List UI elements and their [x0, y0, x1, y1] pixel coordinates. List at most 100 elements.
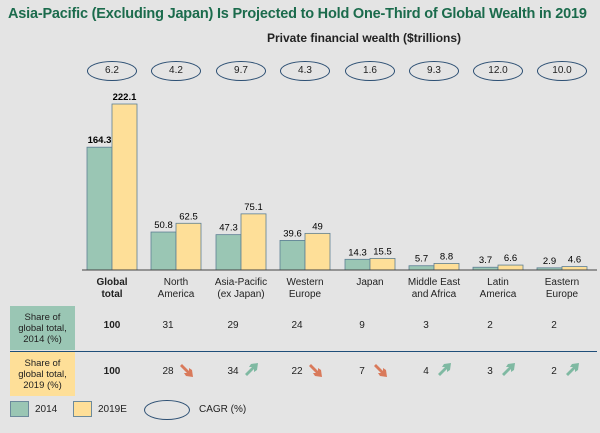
arrow-down-right-icon	[180, 364, 193, 377]
share-value: 28	[162, 366, 174, 377]
category-label: Latin America	[458, 277, 538, 301]
bar-2019e	[369, 258, 396, 271]
row-header-2014: Share of global total, 2014 (%)	[10, 306, 75, 350]
bar-2014	[344, 258, 371, 271]
bar-2019e	[433, 263, 460, 271]
bar-value-label: 14.3	[348, 247, 367, 258]
share-value: 3	[487, 366, 493, 377]
category-label-line: and Africa	[411, 289, 457, 300]
cagr-ellipse: 9.3	[409, 61, 459, 81]
arrow-down-right-icon	[374, 364, 387, 377]
bar-value-label: 6.6	[504, 253, 517, 264]
row-label-line: Share of	[24, 311, 61, 323]
share-value: 24	[291, 320, 303, 331]
bar-2014	[150, 231, 177, 271]
legend-label-2019e: 2019E	[98, 404, 127, 415]
category-label-line: Europe	[545, 289, 579, 300]
bar-value-label: 222.1	[113, 92, 137, 103]
arrow-up-right-icon	[566, 363, 579, 376]
legend-ellipse-cagr	[144, 400, 190, 420]
share-value: 2	[551, 320, 557, 331]
row-header-2019: Share of global total, 2019 (%)	[10, 352, 75, 396]
category-label-line: Middle East	[407, 277, 461, 288]
category-label-line: Eastern	[544, 277, 580, 288]
share-value: 2	[551, 366, 557, 377]
category-label-line: North	[163, 277, 189, 288]
category-label: Global total	[72, 277, 152, 301]
share-value: 2	[487, 320, 493, 331]
category-label: Middle East and Africa	[394, 277, 474, 301]
bar-2014	[279, 240, 306, 271]
category-label-line: Asia-Pacific	[214, 277, 268, 288]
row-label-line: Share of	[24, 357, 61, 369]
cagr-ellipse: 12.0	[473, 61, 523, 81]
chart-subtitle: Private financial wealth ($trillions)	[266, 31, 462, 45]
category-label: Eastern Europe	[522, 277, 600, 301]
bar-value-label: 15.5	[373, 246, 392, 257]
bar-2014	[215, 234, 242, 271]
category-label-line: America	[479, 289, 517, 300]
row-label-line: 2014 (%)	[23, 333, 62, 345]
bar-value-label: 62.5	[179, 211, 198, 222]
share-value: 9	[359, 320, 365, 331]
legend-swatch-2019e	[73, 401, 92, 417]
share-value: 34	[227, 366, 239, 377]
cagr-ellipse: 10.0	[537, 61, 587, 81]
bar-2014	[408, 265, 435, 271]
category-label-line: Global	[96, 277, 128, 288]
bar-value-label: 50.8	[154, 220, 173, 231]
bar-value-label: 3.7	[479, 255, 492, 266]
arrow-up-right-icon	[438, 363, 451, 376]
category-label-line: Western	[286, 277, 324, 288]
chart-title: Asia-Pacific (Excluding Japan) Is Projec…	[8, 6, 587, 22]
category-label: Western Europe	[265, 277, 345, 301]
cagr-ellipse: 4.2	[151, 61, 201, 81]
arrow-up-right-icon	[245, 363, 258, 376]
cagr-ellipse: 4.3	[280, 61, 330, 81]
category-label-line: America	[157, 289, 195, 300]
category-label-line: (ex Japan)	[217, 289, 265, 300]
bar-value-label: 2.9	[543, 256, 556, 267]
legend-swatch-2014	[10, 401, 29, 417]
bar-2019e	[175, 222, 202, 271]
row-label-line: global total,	[18, 322, 67, 334]
cagr-ellipse: 6.2	[87, 61, 137, 81]
bar-value-label: 75.1	[244, 202, 263, 213]
category-label-line: total	[101, 289, 123, 300]
row-label-line: 2019 (%)	[23, 379, 62, 391]
bar-2019e	[304, 232, 331, 271]
arrow-down-right-icon	[309, 364, 322, 377]
legend-label-cagr: CAGR (%)	[199, 404, 247, 415]
bar-2019e	[497, 264, 524, 271]
category-label: North America	[136, 277, 216, 301]
bar-2014	[86, 146, 113, 271]
bar-value-label: 8.8	[440, 251, 453, 262]
share-value: 4	[423, 366, 429, 377]
bar-value-label: 47.3	[219, 223, 238, 234]
arrow-up-right-icon	[502, 363, 515, 376]
share-value: 7	[359, 366, 365, 377]
category-label-line: Europe	[288, 289, 322, 300]
bar-value-label: 4.6	[568, 255, 581, 266]
row-label-line: global total,	[18, 368, 67, 380]
share-value: 29	[227, 320, 239, 331]
bar-value-label: 39.6	[283, 228, 302, 239]
bar-value-label: 49	[312, 221, 323, 232]
share-value: 3	[423, 320, 429, 331]
cagr-ellipse: 9.7	[216, 61, 266, 81]
bar-value-label: 5.7	[415, 254, 428, 265]
bar-2019e	[111, 103, 138, 271]
share-value: 22	[291, 366, 303, 377]
bar-value-label: 164.3	[88, 135, 112, 146]
category-label: Asia-Pacific (ex Japan)	[201, 277, 281, 301]
category-label: Japan	[330, 277, 410, 289]
share-value: 100	[103, 320, 121, 331]
cagr-ellipse: 1.6	[345, 61, 395, 81]
share-value: 31	[162, 320, 174, 331]
share-value: 100	[103, 366, 121, 377]
category-label-line: Latin	[487, 277, 509, 288]
bar-2019e	[240, 213, 267, 271]
bar-2019e	[561, 266, 588, 271]
legend-label-2014: 2014	[35, 404, 58, 415]
